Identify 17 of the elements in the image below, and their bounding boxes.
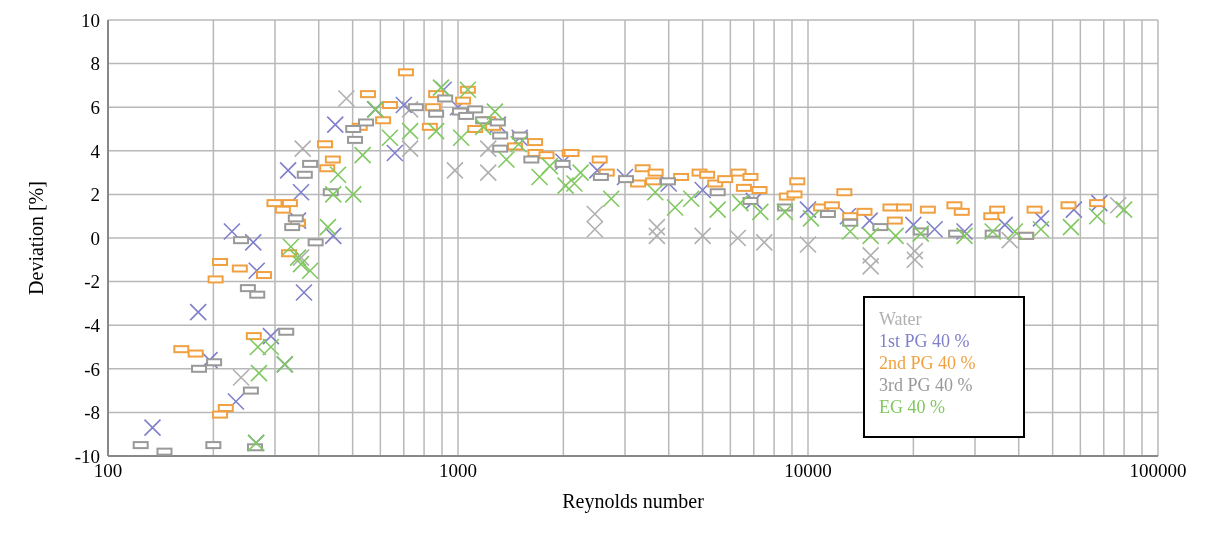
y-tick-label: -4 bbox=[84, 314, 101, 336]
y-tick-label: 4 bbox=[90, 140, 101, 162]
x-axis-title: Reynolds number bbox=[562, 490, 705, 513]
y-tick-label: -2 bbox=[84, 271, 100, 293]
x-tick-label: 10000 bbox=[784, 460, 832, 482]
y-tick-label: -8 bbox=[84, 402, 100, 424]
y-tick-label: -6 bbox=[84, 358, 100, 380]
y-tick-label: 10 bbox=[81, 9, 100, 31]
y-tick-label: 0 bbox=[90, 227, 100, 249]
y-tick-label: 2 bbox=[90, 184, 100, 206]
x-tick-label: 1000 bbox=[439, 460, 477, 482]
y-tick-label: 6 bbox=[90, 96, 100, 118]
y-axis-title: Deviation [%] bbox=[25, 181, 48, 295]
legend-box: Water 1st PG 40 % 2nd PG 40 % 3rd PG 40 % EG 40 % bbox=[863, 296, 1025, 438]
y-tick-label: 8 bbox=[90, 53, 100, 75]
x-tick-label: 100000 bbox=[1129, 460, 1187, 482]
series-label: Water bbox=[879, 308, 923, 330]
